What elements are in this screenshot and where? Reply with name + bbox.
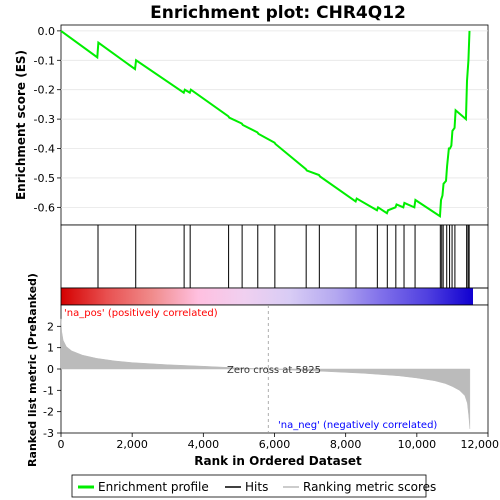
hits-marks [97, 225, 470, 288]
metric-y-tick-label: -3 [43, 427, 54, 440]
metric-x-tick-label: 6,000 [259, 438, 291, 451]
metric-y-tick-label: 1 [47, 342, 54, 355]
metric-x-tick-label: 2,000 [116, 438, 148, 451]
es-y-label: Enrichment score (ES) [14, 50, 28, 200]
metric-y-label: Ranked list metric (PreRanked) [26, 273, 39, 467]
negative-label: 'na_neg' (negatively correlated) [278, 420, 437, 431]
es-y-tick-label: -0.1 [34, 54, 55, 67]
es-gridlines [61, 30, 488, 208]
metric-x-tick-label: 4,000 [188, 438, 220, 451]
metric-y-axis: 2 1 0 -1 -2 -3 [43, 320, 61, 440]
legend-hits-label: Hits [245, 480, 268, 494]
legend-profile-label: Enrichment profile [98, 480, 209, 494]
es-y-tick-label: -0.2 [34, 84, 55, 97]
chart-title: Enrichment plot: CHR4Q12 [150, 3, 406, 23]
zero-cross-label: Zero cross at 5825 [227, 365, 321, 376]
metric-x-tick-label: 10,000 [398, 438, 437, 451]
es-y-tick-label: -0.6 [34, 201, 55, 214]
metric-x-tick-label: 0 [58, 438, 65, 451]
metric-y-tick-label: -2 [43, 406, 54, 419]
ranking-metric-area [60, 318, 471, 429]
metric-x-axis: 0 2,000 4,000 6,000 8,000 10,000 12,000 [58, 433, 500, 451]
metric-y-tick-label: -1 [43, 384, 54, 397]
es-y-tick-label: -0.5 [34, 172, 55, 185]
es-y-tick-label: -0.4 [34, 143, 55, 156]
metric-y-tick-label: 0 [47, 363, 54, 376]
es-panel-frame [60, 24, 489, 226]
metric-x-tick-label: 8,000 [330, 438, 362, 451]
es-y-axis: 0.0 -0.1 -0.2 -0.3 -0.4 -0.5 -0.6 [34, 25, 61, 214]
metric-y-tick-label: 2 [47, 320, 54, 333]
positive-label: 'na_pos' (positively correlated) [64, 308, 218, 319]
es-y-tick-label: 0.0 [38, 25, 56, 38]
legend-metric-label: Ranking metric scores [303, 480, 436, 494]
metric-x-label: Rank in Ordered Dataset [194, 454, 362, 468]
es-y-tick-label: -0.3 [34, 113, 55, 126]
legend-box [71, 474, 427, 498]
enrichment-profile-line [60, 30, 471, 218]
ranking-heat-strip [61, 288, 473, 305]
metric-x-tick-label: 12,000 [461, 438, 500, 451]
